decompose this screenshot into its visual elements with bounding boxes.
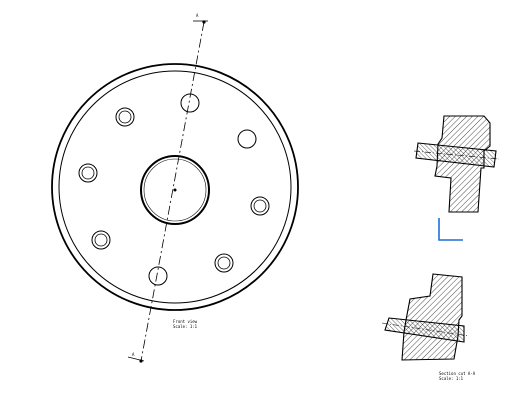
section-end-dot <box>139 359 143 363</box>
front-view[interactable] <box>51 20 299 363</box>
bolt-axis <box>381 322 470 337</box>
bolt-hole <box>94 233 108 247</box>
front-view-scale: Scale: 1:1 <box>173 324 198 329</box>
bolt-shank-hatched <box>415 142 497 168</box>
section-letter-top: A <box>196 13 199 18</box>
bolt-shank-hatched <box>384 317 465 343</box>
bolt-hole <box>81 166 95 180</box>
section-view-lower[interactable] <box>381 273 470 361</box>
front-view-title: Front view <box>173 319 198 324</box>
bolt-holes <box>78 93 270 286</box>
bolt-hole <box>214 253 234 273</box>
bolt-hole <box>78 163 98 183</box>
bolt-hole <box>148 266 168 286</box>
section-cut-line[interactable] <box>140 21 205 362</box>
section-letter-bottom: A <box>132 352 135 357</box>
section-view-title: Section cut A-A <box>439 371 476 376</box>
bolt-hole <box>217 256 231 270</box>
section-view-upper[interactable] <box>413 115 500 213</box>
bolt-axis <box>413 150 500 160</box>
bolt-hole <box>250 196 270 216</box>
front-view-caption: Front view Scale: 1:1 <box>173 319 197 329</box>
bore-inner <box>143 158 207 222</box>
bolt-hole <box>118 110 132 124</box>
bore-center <box>173 188 177 192</box>
section-view-caption: Section cut A-A Scale: 1:1 <box>439 371 475 381</box>
bolt-hole <box>180 93 200 113</box>
section-body-hatched <box>401 273 463 361</box>
flange-outer-edge <box>51 63 299 311</box>
bolt-hole <box>237 129 257 149</box>
bore-outer <box>140 155 210 225</box>
axis-marker-icon[interactable] <box>438 218 463 241</box>
section-view-scale: Scale: 1:1 <box>439 376 464 381</box>
bolt-hole <box>253 199 267 213</box>
flange-inner-edge <box>58 70 292 304</box>
section-end-dot <box>202 20 206 24</box>
bolt-hole <box>91 230 111 250</box>
bolt-hole <box>115 107 135 127</box>
